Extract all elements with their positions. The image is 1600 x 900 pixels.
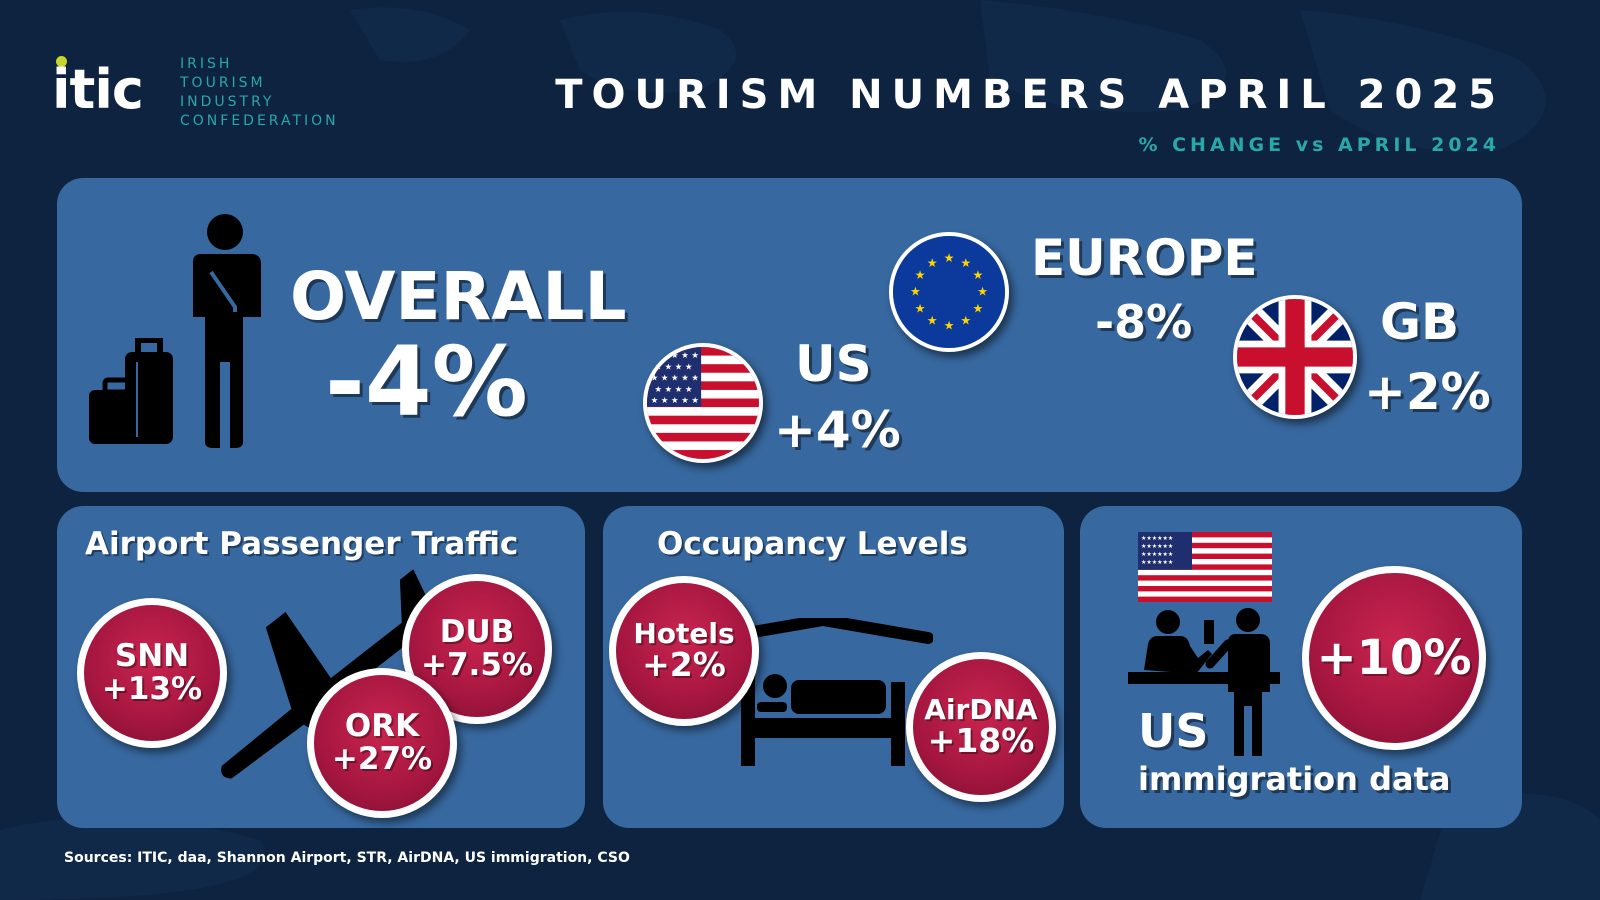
- hotels-value: +2%: [642, 645, 726, 685]
- airdna-label: AirDNA: [924, 692, 1038, 726]
- overall-panel: OVERALL -4% ★ ★ ★ ★ ★ ★ ★ ★ ★ ★ ★ ★ ★ ★ ★ ★…: [57, 178, 1522, 492]
- logo-line-3: INDUSTRY: [180, 94, 275, 110]
- svg-text:★: ★: [915, 302, 926, 316]
- ork-bubble: ORK +27%: [307, 668, 457, 818]
- immigration-label-us: US: [1138, 704, 1209, 758]
- svg-text:★: ★: [910, 285, 921, 299]
- ork-code: ORK: [344, 708, 420, 745]
- svg-text:★ ★ ★ ★ ★: ★ ★ ★ ★ ★: [651, 350, 699, 360]
- itic-logo: itic IRISH TOURISM INDUSTRY CONFEDERATIO…: [52, 52, 372, 132]
- us-label: US: [795, 335, 872, 393]
- occupancy-panel: Occupancy Levels Hotels +2% AirDNA +18%: [603, 506, 1064, 828]
- svg-text:★: ★: [915, 268, 926, 282]
- dub-code: DUB: [439, 614, 515, 651]
- logo-mark: itic: [52, 58, 144, 121]
- svg-text:★: ★: [944, 251, 955, 265]
- page-subtitle: % CHANGE vs APRIL 2024: [1138, 134, 1500, 156]
- hotels-bubble: Hotels +2%: [609, 576, 759, 726]
- svg-text:★ ★ ★ ★ ★: ★ ★ ★ ★ ★: [651, 395, 699, 405]
- snn-code: SNN: [114, 638, 190, 675]
- ork-value: +27%: [331, 741, 433, 777]
- svg-text:★: ★: [977, 285, 988, 299]
- us-flag-icon: ★ ★ ★ ★ ★ ★ ★ ★ ★ ★ ★ ★ ★ ★ ★ ★ ★ ★ ★ ★ ★ ★ …: [643, 343, 763, 463]
- sources-footnote: Sources: ITIC, daa, Shannon Airport, STR…: [64, 850, 630, 866]
- svg-text:★ ★ ★ ★: ★ ★ ★ ★: [654, 384, 692, 394]
- svg-text:★: ★: [944, 318, 955, 332]
- svg-text:★: ★: [927, 256, 938, 270]
- svg-text:★★★★★★: ★★★★★★: [1141, 543, 1173, 550]
- immigration-officer-icon: [1128, 608, 1280, 756]
- europe-label: EUROPE: [1031, 229, 1258, 287]
- svg-text:★: ★: [972, 268, 983, 282]
- svg-text:★: ★: [960, 314, 971, 328]
- us-value: +4%: [774, 401, 901, 459]
- snn-bubble: SNN +13%: [77, 598, 227, 748]
- svg-text:★★★★★★: ★★★★★★: [1141, 559, 1173, 566]
- logo-line-4: CONFEDERATION: [180, 113, 339, 129]
- logo-text: IRISH TOURISM INDUSTRY CONFEDERATION: [180, 55, 339, 131]
- airdna-value: +18%: [927, 721, 1035, 761]
- svg-text:★: ★: [927, 314, 938, 328]
- svg-text:★★★★★★: ★★★★★★: [1141, 551, 1173, 558]
- airport-panel-title: Airport Passenger Traffic: [85, 526, 519, 562]
- logo-line-1: IRISH: [180, 56, 233, 72]
- europe-value: -8%: [1095, 295, 1193, 349]
- traveller-with-luggage-icon: [89, 214, 261, 448]
- gb-flag-icon: [1233, 295, 1357, 419]
- airdna-bubble: AirDNA +18%: [906, 652, 1056, 802]
- snn-value: +13%: [101, 671, 203, 707]
- gb-value: +2%: [1364, 363, 1491, 421]
- overall-label: OVERALL: [290, 258, 627, 335]
- airport-panel: Airport Passenger Traffic SNN +13% DUB +…: [57, 506, 585, 828]
- hotels-label: Hotels: [633, 616, 735, 650]
- overall-value: -4%: [325, 326, 528, 438]
- page-title: TOURISM NUMBERS APRIL 2025: [555, 72, 1505, 118]
- immigration-label-rest: immigration data: [1138, 760, 1451, 798]
- svg-text:★: ★: [960, 256, 971, 270]
- occupancy-panel-title: Occupancy Levels: [657, 526, 968, 562]
- logo-dot: [56, 56, 67, 67]
- gb-label: GB: [1380, 293, 1460, 351]
- us-flag-icon-small: ★★★★★★★★★★★★★★★★★★★★★★★★: [1138, 532, 1272, 602]
- dub-value: +7.5%: [421, 647, 533, 683]
- immigration-panel: ★★★★★★ ★★★★★★ ★★★★★★ ★★★★★★ +10% US immigra…: [1080, 506, 1522, 828]
- immigration-bubble: +10%: [1302, 566, 1486, 750]
- svg-text:★ ★ ★ ★: ★ ★ ★ ★: [654, 361, 692, 371]
- immigration-value: +10%: [1316, 629, 1472, 686]
- svg-text:★: ★: [972, 302, 983, 316]
- logo-line-2: TOURISM: [180, 75, 266, 91]
- eu-flag-icon: ★ ★ ★ ★ ★ ★ ★ ★ ★ ★ ★ ★: [889, 232, 1009, 352]
- svg-text:★ ★ ★ ★ ★: ★ ★ ★ ★ ★: [651, 373, 699, 383]
- svg-text:★★★★★★: ★★★★★★: [1141, 535, 1173, 542]
